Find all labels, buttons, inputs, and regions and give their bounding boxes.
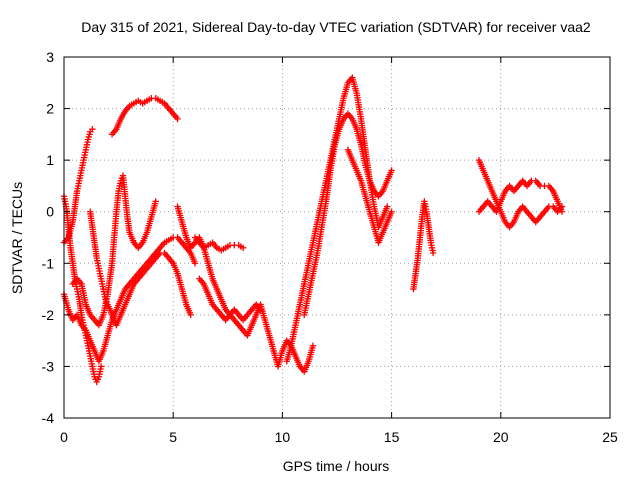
data-point [388, 208, 395, 215]
series-trace-2 [108, 95, 181, 138]
y-tick-label: 1 [46, 152, 54, 168]
series-trace-11 [301, 110, 395, 319]
plot-frame [63, 56, 611, 419]
y-tick-label: -2 [42, 307, 55, 323]
x-axis-label: GPS time / hours [283, 458, 390, 474]
y-tick-label: -3 [42, 358, 55, 374]
series-trace-8 [191, 234, 247, 254]
data-point [429, 249, 437, 257]
y-tick-label: -1 [42, 255, 55, 271]
chart-title: Day 315 of 2021, Sidereal Day-to-day VTE… [81, 19, 591, 35]
x-tick-label: 25 [602, 429, 618, 445]
y-tick-label: 3 [46, 49, 54, 65]
series-trace-1 [60, 126, 96, 246]
y-axis-label: SDTVAR / TECUs [9, 182, 25, 294]
data-point [388, 167, 395, 174]
data-point [187, 311, 194, 319]
y-tick-label: -4 [42, 410, 55, 426]
x-tick-label: 10 [275, 429, 291, 445]
series-trace-6 [87, 208, 194, 329]
series-trace-15 [475, 177, 566, 215]
series-trace-12 [344, 146, 395, 246]
series-trace-9 [196, 275, 264, 324]
series-trace-4 [60, 234, 199, 365]
series-trace-3 [60, 193, 105, 386]
series-trace-5 [69, 172, 159, 329]
data-markers [60, 74, 566, 386]
data-point [191, 260, 199, 267]
data-point [239, 244, 247, 252]
y-tick-label: 0 [46, 204, 54, 220]
axes [63, 56, 611, 419]
data-point [174, 115, 181, 123]
tick-labels: 0 5 10 15 20 25 -4 -3 -2 -1 0 1 2 3 [42, 49, 618, 445]
data-point [152, 198, 159, 205]
x-tick-label: 15 [384, 429, 400, 445]
data-point [89, 126, 96, 133]
data-point [257, 306, 264, 313]
data-point [97, 363, 105, 370]
x-tick-label: 20 [493, 429, 509, 445]
y-tick-label: 2 [46, 101, 54, 117]
series-trace-13 [410, 198, 437, 293]
data-point [309, 342, 317, 349]
x-tick-label: 0 [60, 429, 68, 445]
data-point [384, 203, 391, 210]
data-point [558, 208, 566, 215]
x-tick-label: 5 [169, 429, 177, 445]
